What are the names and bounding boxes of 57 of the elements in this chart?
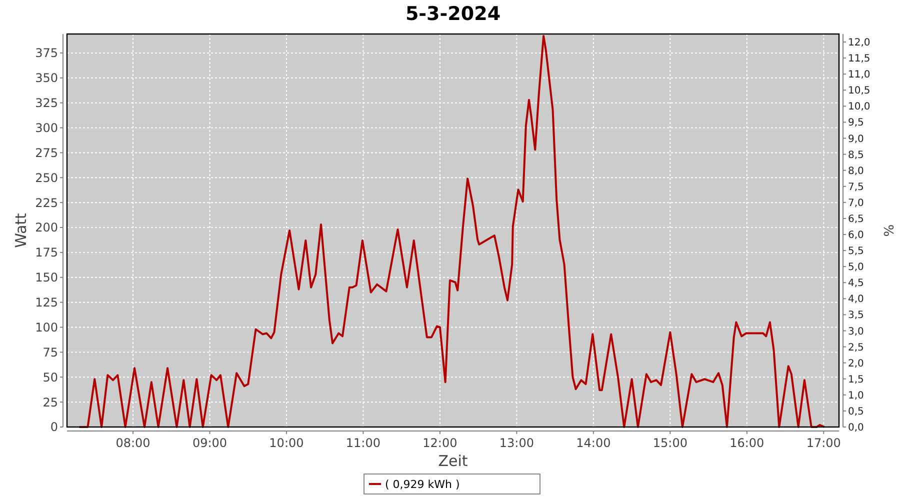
y-tick-label: 125 xyxy=(35,296,58,310)
legend-label: ( 0,929 kWh ) xyxy=(385,478,460,491)
y-tick-label: 25 xyxy=(42,395,58,410)
y2-tick-label: 9,5 xyxy=(848,118,864,129)
x-tick-label: 15:00 xyxy=(652,436,688,450)
y2-tick-label: 0,5 xyxy=(848,406,864,418)
y2-tick-label: 11,0 xyxy=(848,70,870,81)
x-tick-label: 11:00 xyxy=(346,436,381,450)
y-axis-title: Watt xyxy=(12,212,30,248)
y2-tick-label: 2,0 xyxy=(848,358,864,370)
y-tick-label: 325 xyxy=(35,96,58,110)
x-tick-label: 14:00 xyxy=(576,436,611,450)
y2-tick-label: 1,5 xyxy=(848,374,864,386)
y2-tick-label: 11,5 xyxy=(848,54,870,65)
y2-tick-label: 2,5 xyxy=(848,342,864,354)
y2-tick-label: 3,5 xyxy=(848,310,864,322)
y2-tick-label: 0,0 xyxy=(848,422,864,434)
x-tick-label: 16:00 xyxy=(730,436,764,450)
y-tick-label: 100 xyxy=(35,320,58,334)
y2-tick-label: 8,0 xyxy=(848,166,864,177)
x-axis-title: Zeit xyxy=(438,452,468,470)
y-tick-label: 200 xyxy=(35,220,58,235)
x-tick-label: 10:00 xyxy=(269,436,304,450)
x-tick-label: 13:00 xyxy=(499,436,534,450)
y2-tick-label: 12,0 xyxy=(848,38,870,49)
y-tick-label: 150 xyxy=(35,270,58,285)
y2-axis-title: % xyxy=(880,224,895,237)
y-tick-label: 350 xyxy=(35,71,58,86)
x-tick-label: 12:00 xyxy=(422,436,458,450)
y2-tick-label: 10,0 xyxy=(848,102,870,113)
y-tick-label: 75 xyxy=(42,345,58,360)
y2-tick-label: 7,0 xyxy=(848,198,864,209)
x-tick-label: 08:00 xyxy=(116,436,150,450)
y2-tick-label: 7,5 xyxy=(848,182,864,193)
y-tick-label: 225 xyxy=(35,196,58,210)
y-tick-label: 50 xyxy=(42,370,58,384)
y-tick-label: 300 xyxy=(35,120,58,135)
y2-tick-label: 6,0 xyxy=(848,230,864,242)
x-tick-label: 09:00 xyxy=(192,436,228,450)
y2-tick-label: 4,5 xyxy=(848,278,864,290)
y-tick-label: 375 xyxy=(35,46,58,60)
y2-tick-label: 6,5 xyxy=(848,214,864,225)
y2-tick-label: 8,5 xyxy=(848,150,864,161)
y2-tick-label: 1,0 xyxy=(848,390,864,402)
y-tick-label: 175 xyxy=(35,246,58,260)
x-tick-label: 17:00 xyxy=(806,436,841,450)
y-tick-label: 275 xyxy=(35,146,58,160)
y2-tick-label: 10,5 xyxy=(848,86,870,97)
line-series xyxy=(78,34,826,428)
y2-tick-label: 5,0 xyxy=(848,262,864,274)
y-tick-label: 0 xyxy=(50,420,58,434)
y2-tick-label: 3,0 xyxy=(848,326,864,338)
y2-tick-label: 4,0 xyxy=(848,294,864,306)
y2-tick-label: 5,5 xyxy=(848,246,864,258)
y-tick-label: 250 xyxy=(35,170,58,185)
y2-tick-label: 9,0 xyxy=(848,134,864,145)
chart-title: 5-3-2024 xyxy=(405,3,501,25)
